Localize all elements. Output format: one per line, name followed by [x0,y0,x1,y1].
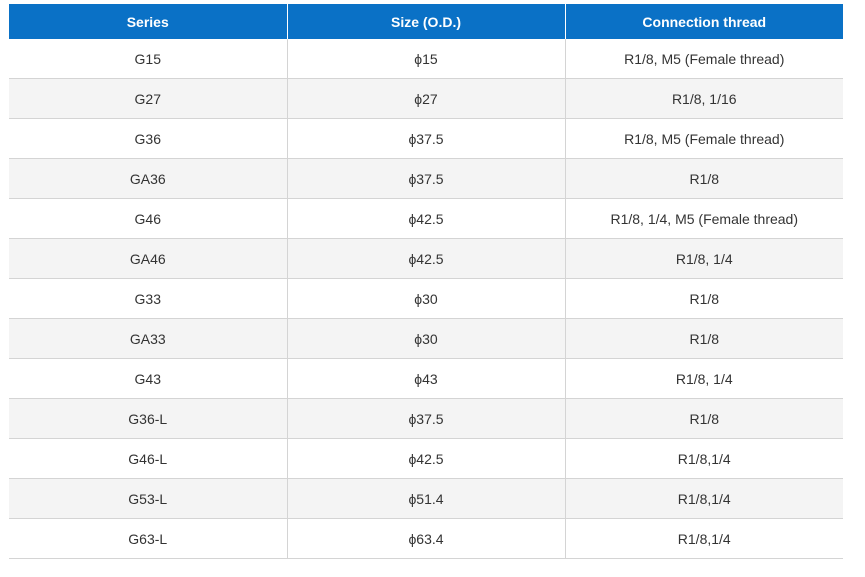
connection-thread-cell: R1/8, 1/4 [565,238,843,279]
header-connection-thread: Connection thread [565,4,843,39]
size-cell: ϕ27 [287,78,566,119]
series-cell: G15 [9,39,288,79]
table-row: G36 ϕ37.5 R1/8, M5 (Female thread) [9,118,843,159]
connection-thread-cell: R1/8, 1/4, M5 (Female thread) [565,198,843,239]
connection-thread-cell: R1/8, M5 (Female thread) [565,39,843,79]
connection-thread-cell: R1/8, 1/4 [565,358,843,399]
size-cell: ϕ15 [287,39,566,79]
series-cell: G53-L [9,478,288,519]
connection-thread-cell: R1/8,1/4 [565,438,843,479]
specs-table: Series Size (O.D.) Connection thread G15… [9,4,843,559]
series-cell: G36 [9,118,288,159]
table-row: G27 ϕ27 R1/8, 1/16 [9,78,843,119]
series-cell: G33 [9,278,288,319]
size-cell: ϕ42.5 [287,198,566,239]
table-row: G15 ϕ15 R1/8, M5 (Female thread) [9,39,843,79]
size-cell: ϕ30 [287,278,566,319]
table-row: G43 ϕ43 R1/8, 1/4 [9,358,843,399]
size-cell: ϕ42.5 [287,238,566,279]
table-row: G36-L ϕ37.5 R1/8 [9,398,843,439]
header-size: Size (O.D.) [287,4,566,39]
size-cell: ϕ30 [287,318,566,359]
table-row: G33 ϕ30 R1/8 [9,278,843,319]
series-cell: GA46 [9,238,288,279]
size-cell: ϕ37.5 [287,118,566,159]
connection-thread-cell: R1/8, M5 (Female thread) [565,118,843,159]
table-body: G15 ϕ15 R1/8, M5 (Female thread) G27 ϕ27 R1/8… [9,39,843,559]
series-cell: G63-L [9,518,288,559]
connection-thread-cell: R1/8 [565,158,843,199]
header-row: Series Size (O.D.) Connection thread [9,4,843,39]
size-cell: ϕ43 [287,358,566,399]
series-cell: G36-L [9,398,288,439]
table-row: G63-L ϕ63.4 R1/8,1/4 [9,518,843,559]
series-cell: G43 [9,358,288,399]
specs-table-container: Series Size (O.D.) Connection thread G15… [9,4,843,559]
table-row: GA46 ϕ42.5 R1/8, 1/4 [9,238,843,279]
size-cell: ϕ51.4 [287,478,566,519]
table-row: G46 ϕ42.5 R1/8, 1/4, M5 (Female thread) [9,198,843,239]
connection-thread-cell: R1/8,1/4 [565,518,843,559]
connection-thread-cell: R1/8,1/4 [565,478,843,519]
series-cell: G27 [9,78,288,119]
table-row: G53-L ϕ51.4 R1/8,1/4 [9,478,843,519]
table-header: Series Size (O.D.) Connection thread [9,4,843,39]
table-row: GA36 ϕ37.5 R1/8 [9,158,843,199]
connection-thread-cell: R1/8 [565,398,843,439]
size-cell: ϕ37.5 [287,158,566,199]
series-cell: G46-L [9,438,288,479]
size-cell: ϕ63.4 [287,518,566,559]
connection-thread-cell: R1/8 [565,318,843,359]
size-cell: ϕ42.5 [287,438,566,479]
series-cell: GA36 [9,158,288,199]
header-series: Series [9,4,288,39]
series-cell: G46 [9,198,288,239]
connection-thread-cell: R1/8, 1/16 [565,78,843,119]
series-cell: GA33 [9,318,288,359]
size-cell: ϕ37.5 [287,398,566,439]
table-row: GA33 ϕ30 R1/8 [9,318,843,359]
connection-thread-cell: R1/8 [565,278,843,319]
table-row: G46-L ϕ42.5 R1/8,1/4 [9,438,843,479]
